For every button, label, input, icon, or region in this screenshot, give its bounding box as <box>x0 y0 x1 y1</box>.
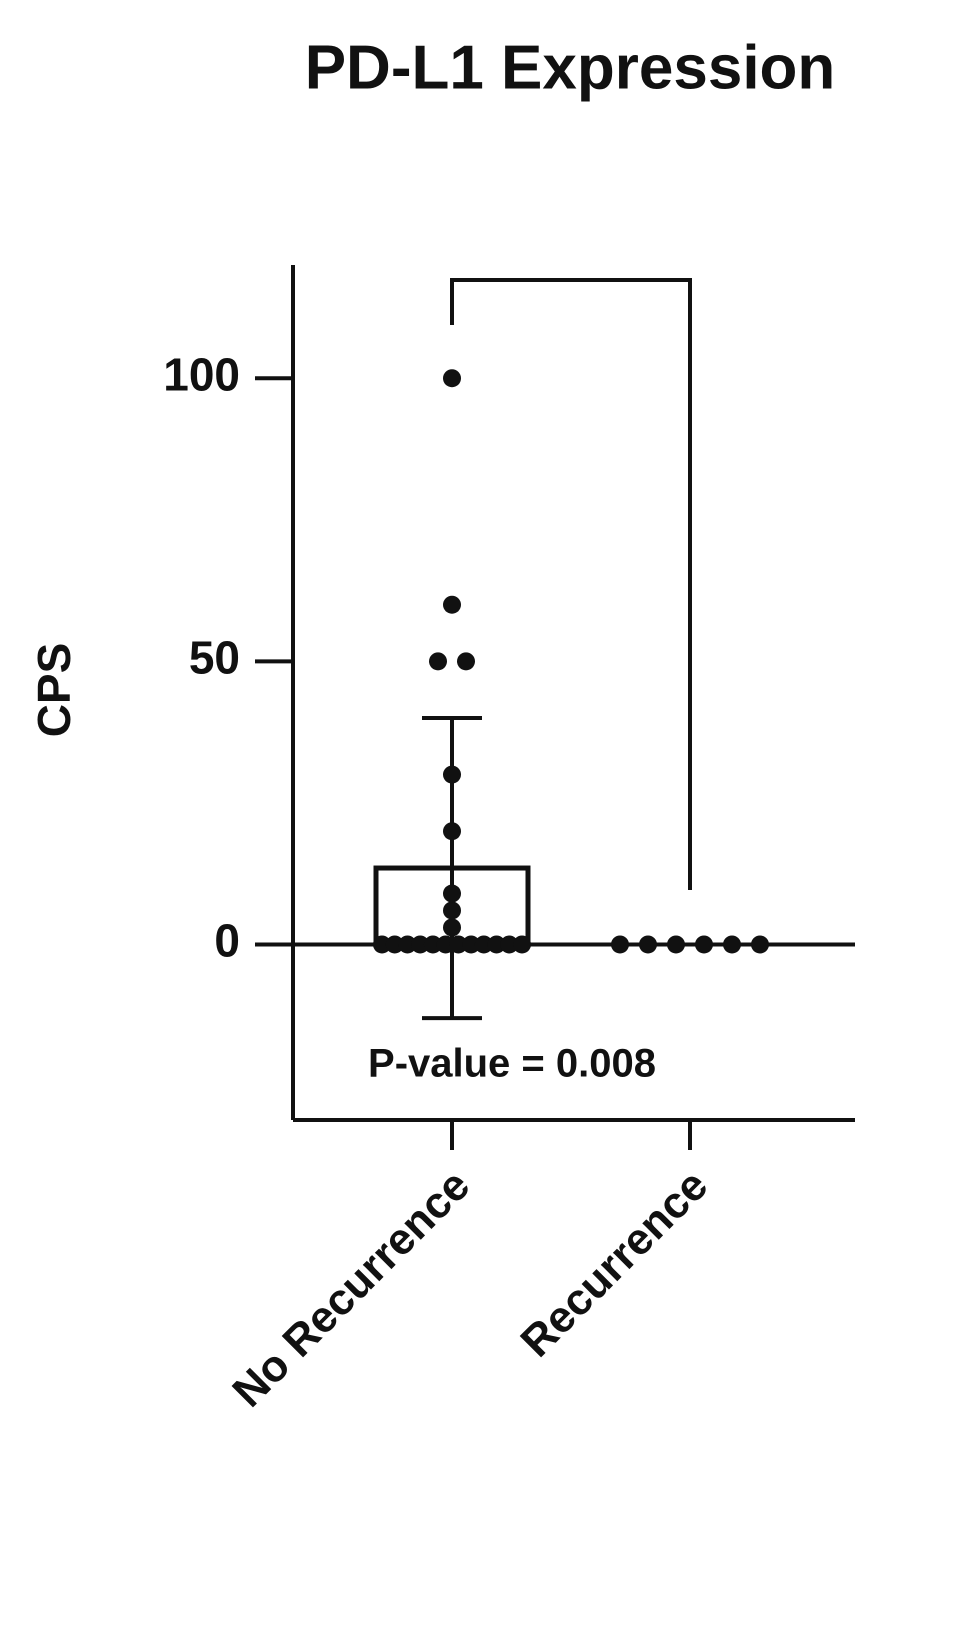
data-point <box>443 369 461 388</box>
y-axis-label: CPS <box>28 643 80 738</box>
data-point <box>695 935 713 954</box>
data-point <box>436 935 455 954</box>
data-point <box>457 652 475 671</box>
data-point <box>411 935 430 954</box>
data-point <box>373 935 391 954</box>
data-point <box>723 935 741 954</box>
data-point <box>429 652 447 671</box>
data-point <box>398 935 417 954</box>
data-point <box>443 765 461 784</box>
significance-bracket <box>450 278 692 890</box>
data-point <box>443 884 461 903</box>
data-point <box>751 935 769 954</box>
data-point <box>443 918 461 937</box>
data-point <box>443 595 461 614</box>
data-point <box>462 935 481 954</box>
data-point <box>385 935 404 954</box>
y-tick-label: 0 <box>214 915 240 967</box>
data-point <box>667 935 685 954</box>
data-point <box>487 935 506 954</box>
data-point <box>474 935 493 954</box>
data-point <box>449 935 468 954</box>
y-tick-label: 100 <box>163 348 240 400</box>
x-tick-label: Recurrence <box>511 1161 717 1367</box>
chart-title: PD-L1 Expression <box>305 33 836 102</box>
data-point <box>443 901 461 920</box>
data-point <box>639 935 657 954</box>
annotation: P-value = 0.008 <box>368 1042 656 1086</box>
data-point <box>423 935 442 954</box>
data-point <box>611 935 629 954</box>
x-tick-label: No Recurrence <box>223 1161 479 1417</box>
y-tick-label: 50 <box>189 632 240 684</box>
data-point <box>513 935 531 954</box>
data-point <box>443 822 461 841</box>
data-point <box>500 935 519 954</box>
